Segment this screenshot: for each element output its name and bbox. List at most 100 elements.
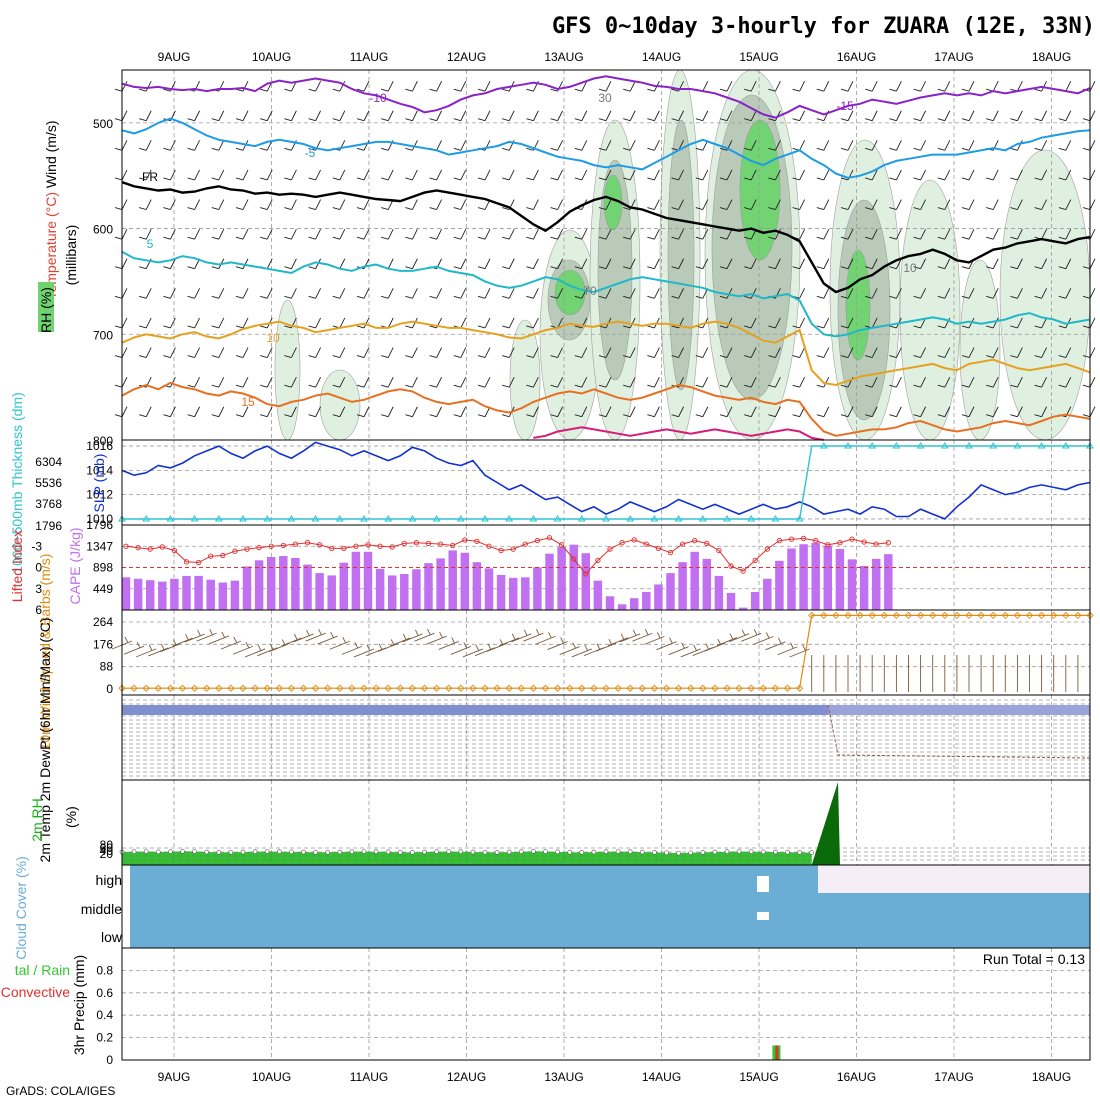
li-marker: [679, 541, 686, 547]
wind-speed-marker: [1086, 611, 1094, 620]
wind-barb: [502, 376, 515, 388]
cape-bar: [460, 552, 470, 610]
contour-label: -15: [836, 99, 854, 113]
wind-barb: [961, 347, 975, 358]
wind-barb: [114, 80, 128, 92]
cape-bar: [351, 551, 361, 610]
wind-barb: [453, 169, 467, 181]
wind-barb: [405, 80, 418, 92]
wind-barb: [574, 406, 588, 418]
cape-bar: [533, 567, 542, 610]
li-marker: [353, 543, 359, 549]
wind-barb: [453, 347, 467, 358]
wind-barb: [986, 228, 999, 240]
li-marker: [341, 545, 347, 552]
wind-speed-marker: [203, 684, 211, 692]
wind-barb: [502, 288, 515, 299]
wind-barb-10m: [365, 643, 387, 657]
wind-barb: [453, 199, 467, 210]
wind-speed-marker: [953, 611, 961, 620]
rh-marker: [192, 849, 197, 854]
wind-barb-10m: [305, 628, 326, 642]
wind-barb: [332, 406, 346, 418]
li-marker: [208, 553, 214, 559]
wind-barb: [1058, 228, 1072, 240]
wind-barb: [961, 288, 975, 299]
rh-marker: [603, 849, 609, 854]
thickness-marker: [214, 515, 223, 522]
wind-barb: [550, 228, 564, 240]
temp-band: [828, 705, 1090, 715]
wind-barb: [526, 199, 539, 210]
wind-barb: [986, 376, 999, 388]
li-marker: [316, 542, 323, 548]
wind-barb: [647, 228, 660, 240]
wind-barb: [744, 140, 757, 151]
wind-barb: [647, 406, 660, 418]
wind-barb: [598, 110, 612, 122]
li-marker: [462, 537, 468, 543]
li-marker: [534, 537, 541, 544]
wind-barb: [744, 406, 757, 418]
wind-barb: [792, 317, 806, 329]
wind-barb: [840, 288, 854, 299]
wind-barb: [1010, 288, 1023, 299]
li-marker: [135, 545, 141, 551]
cape-bar: [871, 558, 881, 610]
contour-label: 5: [147, 237, 154, 251]
pressure-tick: 600: [93, 223, 113, 237]
rh-marker: [615, 849, 621, 854]
wind-barb: [865, 288, 878, 299]
wind-speed-marker: [384, 684, 392, 692]
precip-legend-convective: Convective: [1, 984, 70, 1000]
wind-speed-marker: [747, 684, 755, 692]
wind-barb: [284, 199, 297, 210]
rh-marker: [313, 850, 318, 855]
wind-barb: [308, 80, 322, 92]
wind-speed-marker: [324, 684, 332, 692]
wind-barb: [477, 110, 491, 122]
rh-marker: [664, 850, 669, 856]
rh-marker: [156, 849, 161, 855]
wind-barb: [308, 288, 322, 299]
wind-barb: [889, 199, 902, 210]
thickness-marker: [553, 515, 562, 522]
wind-barb: [211, 140, 225, 151]
wind-barb: [477, 317, 491, 329]
rh-ylabel-part: RH (%): [38, 287, 54, 333]
wind-barb: [526, 376, 539, 388]
wind-barb: [332, 169, 346, 181]
wind-barb: [308, 406, 322, 418]
cape-bar: [654, 584, 663, 610]
wind-barb: [1082, 258, 1096, 270]
cloud-ylabel-part: Cloud Cover (%): [13, 856, 29, 959]
wind-barb: [429, 228, 443, 240]
rh-marker: [555, 849, 560, 855]
wind-speed-marker: [481, 684, 489, 692]
wind-barb: [598, 288, 612, 299]
cloud-ylabel: Cloud Cover (%): [13, 856, 29, 959]
bottom-date-tick: 12AUG: [447, 1070, 486, 1084]
thickness-marker: [674, 515, 683, 522]
cape-bar: [400, 574, 409, 610]
wind-speed-marker: [263, 684, 271, 692]
thickness-ylabel-part: 1000~500mb Thickness (dm): [9, 392, 25, 573]
thickness-marker: [190, 515, 199, 522]
wind-barb-10m: [136, 644, 157, 658]
cape-bar: [629, 598, 639, 610]
wind-barb: [719, 347, 733, 358]
wind-barb: [961, 80, 975, 92]
rh-marker: [301, 849, 306, 855]
wind-barb: [840, 140, 854, 151]
li-marker: [256, 545, 262, 551]
wind-barb-10m: [341, 642, 363, 655]
wind-barb-10m: [632, 629, 653, 642]
rh-marker: [228, 849, 234, 855]
cloud-cover-panel: high middle low Cloud Cover (%): [13, 856, 1091, 960]
wind-barb: [937, 258, 951, 270]
wind-barb: [768, 258, 781, 270]
isotherm--10: [121, 75, 1091, 119]
rh-marker: [748, 849, 754, 854]
time-axis: 9AUG 9AUG 10AUG 10AUG 11AUG 11AUG 12AUG 12AUG 13…: [158, 50, 1072, 1084]
